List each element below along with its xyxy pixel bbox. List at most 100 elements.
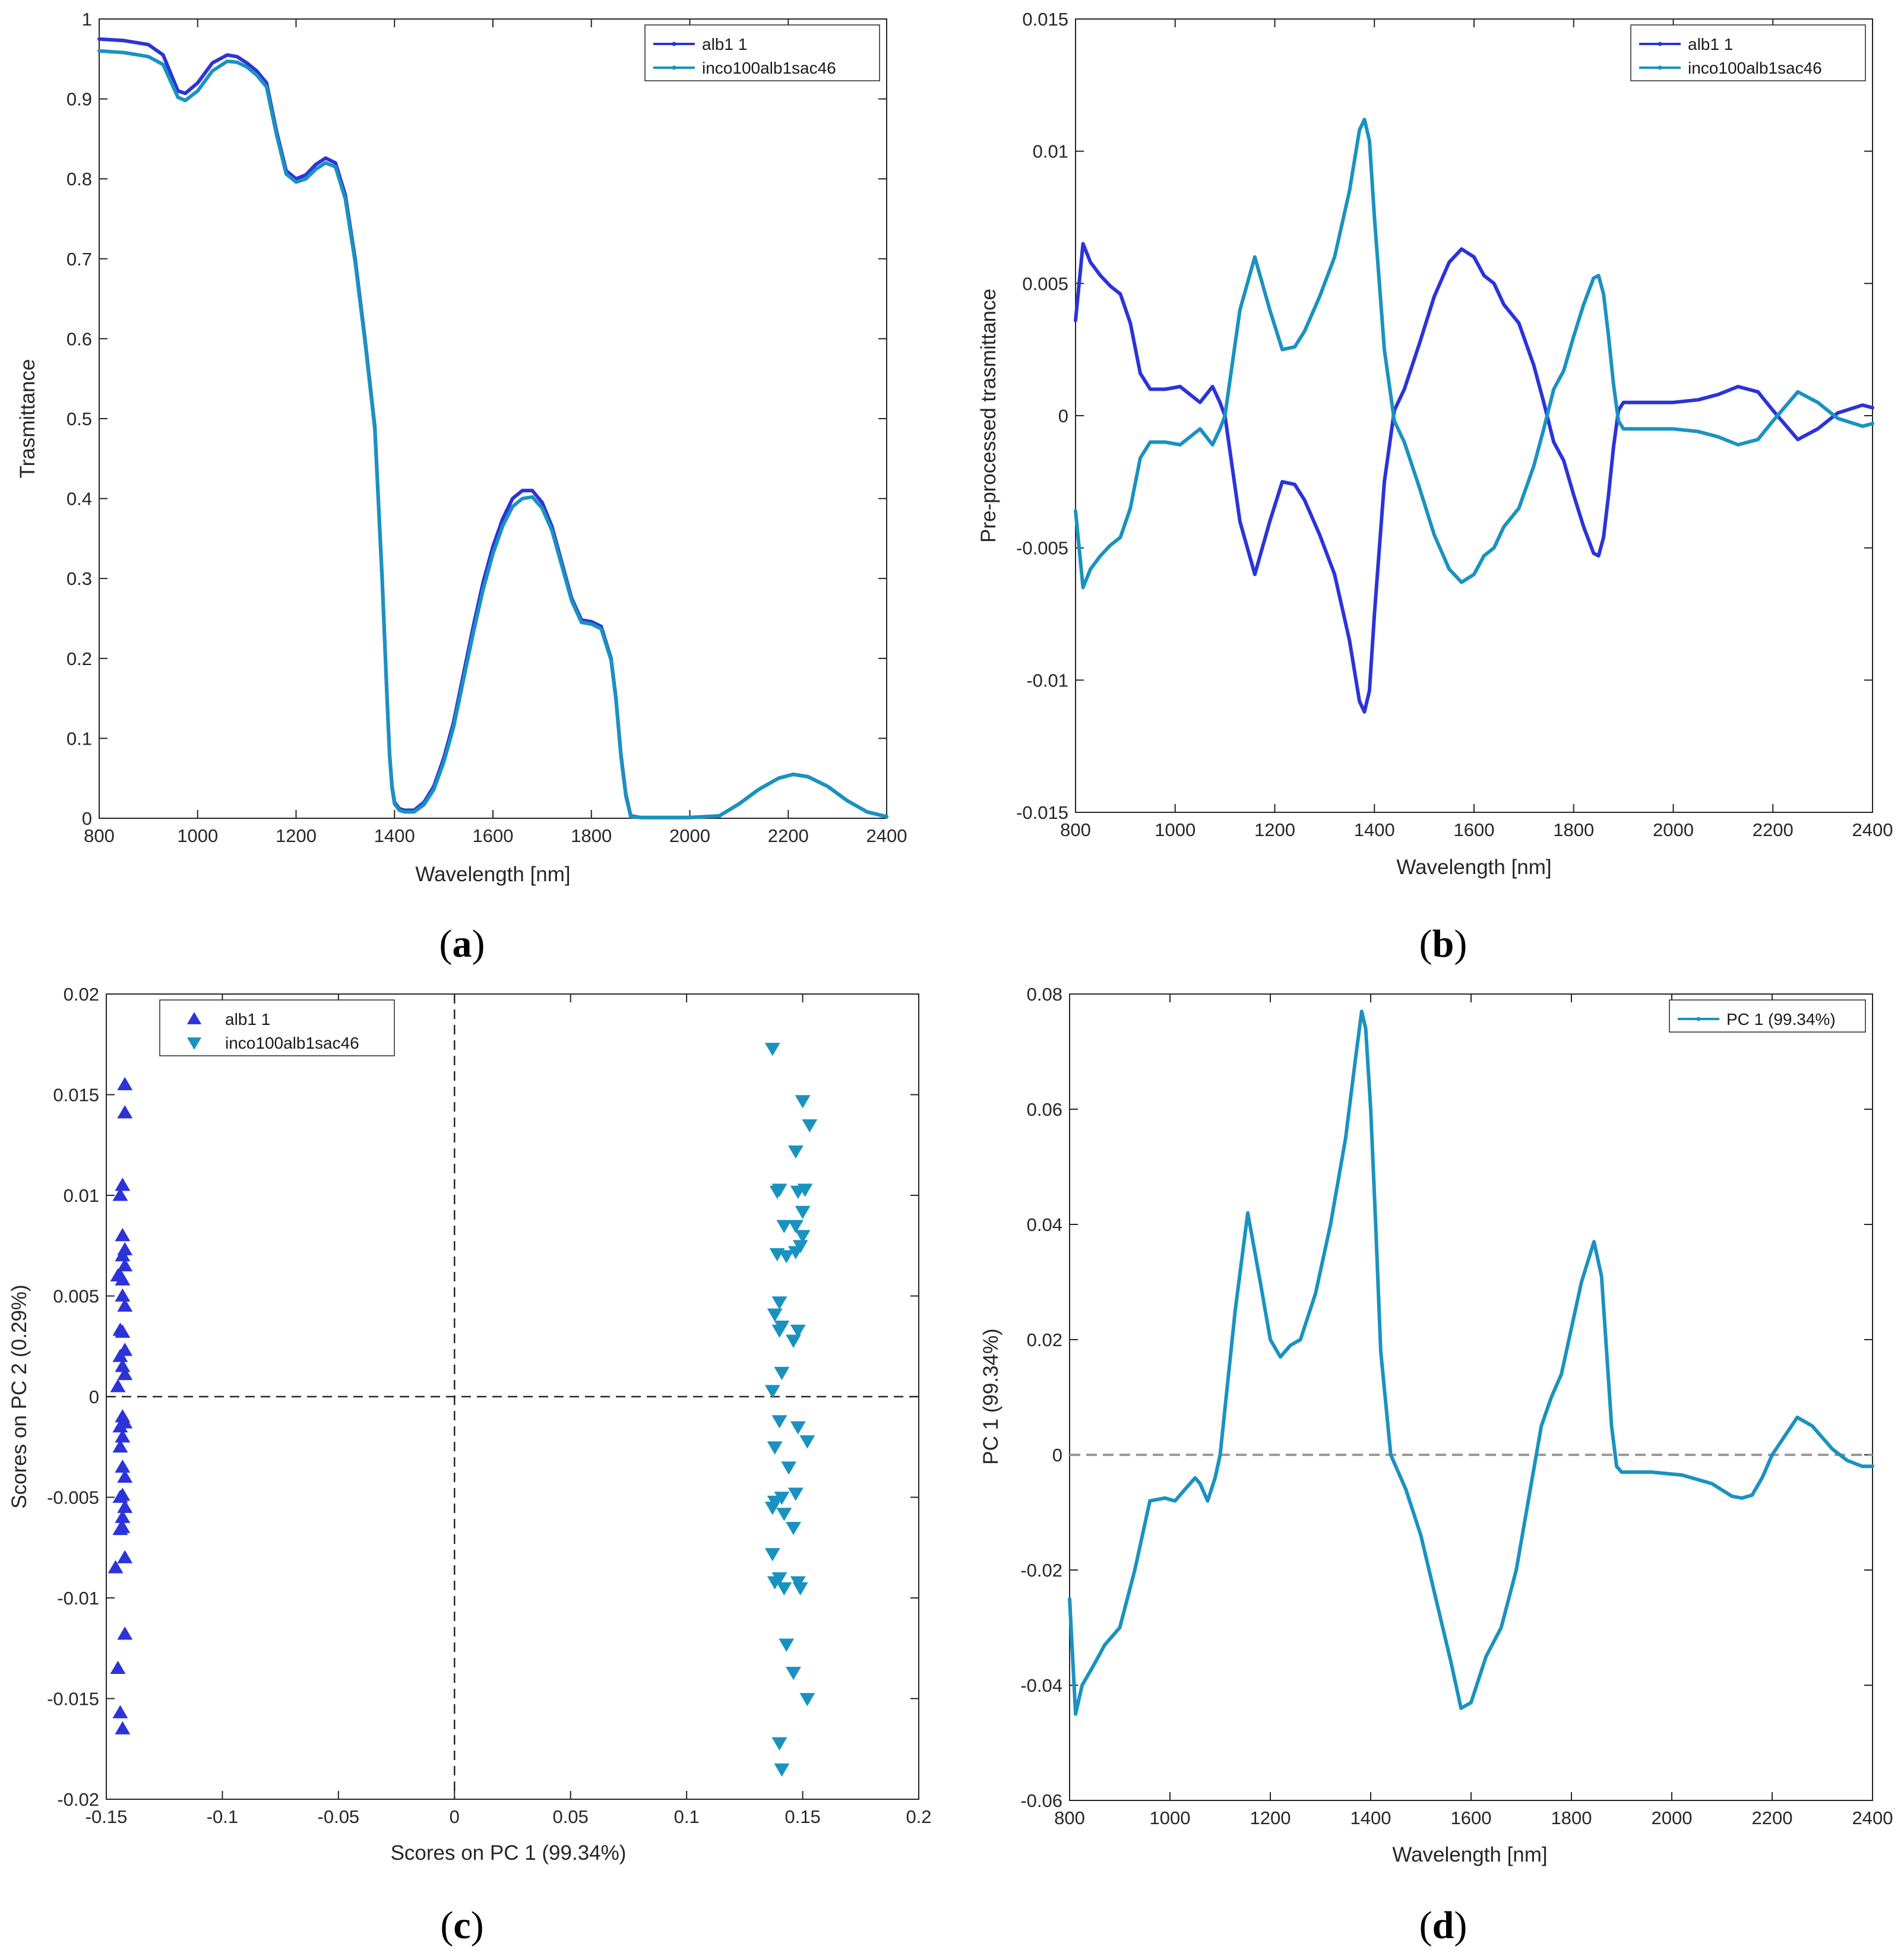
chart-c-series-1-point	[774, 1492, 790, 1505]
chart-b-ytick-label: -0.015	[1016, 802, 1068, 823]
chart-a-transmittance: 800 1000 1200 1400 1600 1800 2000 2200 2400 0 0.1 0…	[16, 9, 907, 966]
chart-a-legend: alb1 1 inco100alb1sac46	[644, 24, 880, 81]
chart-a-xlabel: Wavelength [nm]	[415, 863, 570, 886]
chart-b-lines	[1074, 118, 1874, 714]
chart-c-series-0-point	[117, 1105, 133, 1119]
chart-b-ytick-label: 0.005	[1022, 273, 1068, 294]
chart-c-xtick-label: -0.1	[207, 1806, 238, 1827]
chart-c-ticks: -0.15 -0.1 -0.05 0 0.05 0.1 0.15 0.2 -0.02 -0.015…	[47, 984, 931, 1827]
chart-c-pca-scores: -0.15 -0.1 -0.05 0 0.05 0.1 0.15 0.2 -0.02 -0.015…	[8, 984, 932, 1947]
chart-c-series-0-point	[115, 1459, 131, 1473]
chart-b-xtick-label: 800	[1060, 819, 1091, 840]
chart-c-reference-lines	[106, 994, 919, 1799]
chart-c-series-0-point	[115, 1178, 131, 1191]
chart-a-legend-marker	[672, 65, 676, 70]
chart-c-series-1-point	[764, 1548, 780, 1562]
chart-d-ytick-label: 0.04	[1027, 1214, 1062, 1235]
chart-a-lines	[97, 37, 888, 819]
chart-b-ytick-label: 0	[1058, 406, 1068, 426]
chart-c-legend-label: inco100alb1sac46	[225, 1034, 359, 1052]
chart-d-ytick-label: 0.02	[1027, 1330, 1062, 1350]
chart-a-ytick-label: 0.7	[67, 249, 92, 270]
chart-d-legend: PC 1 (99.34%)	[1669, 999, 1866, 1033]
chart-a-xtick-label: 2000	[669, 825, 710, 846]
chart-c-series-1-point	[771, 1572, 787, 1585]
chart-c-series-0-point	[117, 1415, 133, 1429]
chart-c-series-1-point	[795, 1205, 811, 1219]
chart-b-ytick-label: -0.01	[1026, 670, 1068, 691]
chart-b-xlabel: Wavelength [nm]	[1396, 856, 1551, 879]
chart-c-markers	[107, 1043, 818, 1777]
chart-b-legend-marker	[1658, 65, 1662, 70]
chart-b-xtick-label: 1000	[1155, 819, 1195, 840]
chart-c-xtick-label: 0.15	[785, 1806, 820, 1827]
chart-a-ytick-label: 0.9	[67, 89, 92, 110]
chart-c-series-1-point	[790, 1324, 806, 1338]
chart-c-xtick-label: -0.15	[86, 1806, 128, 1827]
chart-c-series-0-point	[117, 1499, 133, 1513]
chart-a-ytick-label: 0.1	[67, 728, 92, 749]
chart-d-ytick-label: -0.06	[1020, 1790, 1062, 1811]
chart-c-xtick-label: 0.2	[906, 1806, 931, 1827]
chart-a-xtick-label: 1200	[276, 825, 317, 846]
chart-c-series-1-point	[774, 1366, 790, 1381]
chart-c-series-0-point	[115, 1429, 131, 1443]
chart-b-preprocessed: 800 1000 1200 1400 1600 1800 2000 2200 2400 -0.01…	[977, 9, 1893, 966]
chart-c-series-1-point	[771, 1415, 787, 1429]
chart-c-series-1-point	[785, 1521, 801, 1536]
chart-c-series-1-point	[779, 1250, 795, 1264]
chart-d-xtick-label: 2200	[1752, 1808, 1793, 1828]
chart-c-ytick-label: 0.005	[53, 1286, 99, 1307]
chart-b-ticks: 800 1000 1200 1400 1600 1800 2000 2200 2400 -0.01…	[1016, 9, 1893, 840]
chart-c-series-1-point	[779, 1638, 795, 1652]
chart-c-series-0-point	[110, 1268, 126, 1282]
chart-a-legend-marker	[672, 42, 676, 46]
chart-b-xtick-label: 1200	[1254, 819, 1295, 840]
chart-c-legend-box	[159, 999, 395, 1056]
chart-d-xtick-label: 1200	[1250, 1808, 1291, 1828]
chart-d-legend-box	[1669, 999, 1866, 1033]
chart-c-series-1-point	[776, 1582, 792, 1596]
chart-c-ylabel: Scores on PC 2 (0.29%)	[8, 1284, 31, 1508]
chart-b-xtick-label: 1800	[1553, 819, 1594, 840]
chart-d-series-0-line	[1068, 1009, 1874, 1716]
chart-a-legend-box	[644, 24, 880, 81]
chart-a-ytick-label: 0	[82, 808, 92, 829]
chart-a-xtick-label: 1800	[571, 825, 612, 846]
chart-b-ytick-label: 0.015	[1022, 9, 1068, 30]
chart-c-ytick-label: 0	[89, 1387, 99, 1407]
chart-d-legend-label: PC 1 (99.34%)	[1726, 1010, 1836, 1028]
chart-c-ytick-label: -0.005	[47, 1487, 99, 1508]
chart-a-xtick-label: 2200	[768, 825, 809, 846]
chart-c-series-0-point	[112, 1439, 128, 1453]
chart-c-series-1-point	[764, 1385, 780, 1398]
chart-c-series-1-point	[771, 1324, 787, 1338]
chart-c-series-1-point	[769, 1185, 785, 1199]
chart-c-series-0-point	[117, 1626, 133, 1640]
panel-label-d: (d)	[1419, 1904, 1467, 1947]
chart-a-series-1-line	[97, 49, 888, 819]
chart-c-series-1-point	[776, 1220, 792, 1233]
chart-a-ytick-label: 0.3	[67, 568, 92, 589]
chart-c-legend-marker	[186, 1037, 202, 1050]
chart-b-ylabel: Pre-processed trasmittance	[977, 289, 1000, 543]
chart-b-xtick-label: 1600	[1454, 819, 1495, 840]
chart-b-legend-marker	[1658, 42, 1662, 46]
chart-c-ytick-label: 0.01	[64, 1185, 99, 1206]
chart-c-ytick-label: 0.015	[53, 1085, 99, 1106]
chart-c-ytick-label: -0.02	[57, 1789, 99, 1810]
chart-c-series-1-point	[771, 1296, 787, 1310]
chart-c-series-1-point	[771, 1737, 787, 1751]
chart-d-ytick-label: -0.02	[1020, 1560, 1062, 1581]
chart-b-ytick-label: -0.005	[1016, 538, 1068, 559]
chart-c-series-0-point	[110, 1379, 126, 1392]
chart-a-xtick-label: 1600	[473, 825, 514, 846]
chart-c-legend-marker	[186, 1012, 202, 1024]
chart-d-lines	[1068, 1009, 1874, 1716]
chart-d-xtick-label: 1400	[1350, 1808, 1391, 1828]
chart-a-ytick-label: 0.2	[67, 648, 92, 669]
chart-d-xtick-label: 1600	[1451, 1808, 1492, 1828]
chart-d-legend-marker	[1696, 1017, 1701, 1021]
chart-a-legend-label: inco100alb1sac46	[702, 59, 836, 77]
chart-c-series-1-point	[767, 1441, 783, 1455]
